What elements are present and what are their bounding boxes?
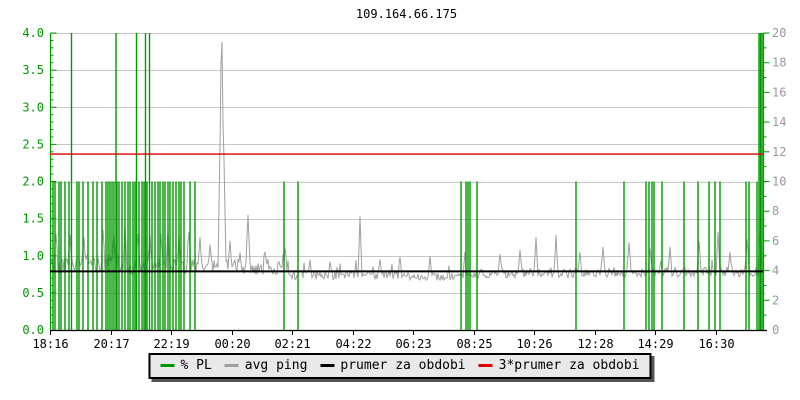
left-axis-label: 0.5 xyxy=(22,286,44,300)
left-axis-label: 3.5 xyxy=(22,63,44,77)
x-axis-label: 06:23 xyxy=(395,337,431,351)
left-axis-label: 1.0 xyxy=(22,249,44,263)
left-axis-label: 0.0 xyxy=(22,323,44,337)
x-axis-label: 12:28 xyxy=(577,337,613,351)
left-axis-label: 4.0 xyxy=(22,26,44,40)
avg-ping-line-swatch-icon xyxy=(224,364,239,367)
right-axis-label: 12 xyxy=(772,145,786,159)
x-axis-label: 10:26 xyxy=(516,337,552,351)
x-axis-label: 04:22 xyxy=(335,337,371,351)
x-axis-label: 16:30 xyxy=(698,337,734,351)
left-axis-label: 3.0 xyxy=(22,100,44,114)
pl-bars xyxy=(52,33,763,330)
x-axis-label: 00:20 xyxy=(214,337,250,351)
x-axis-label: 14:29 xyxy=(637,337,673,351)
right-axis-label: 6 xyxy=(772,234,779,248)
legend-label-avg-ping: avg ping xyxy=(244,358,308,373)
right-axis-label: 10 xyxy=(772,175,786,189)
legend-item-period-avg3: 3*prumer za obdobi xyxy=(478,358,640,373)
legend-label-period-avg3: 3*prumer za obdobi xyxy=(498,358,640,373)
right-axis-label: 0 xyxy=(772,323,779,337)
legend: % PL avg ping prumer za obdobi 3*prumer … xyxy=(148,353,652,379)
x-axis-label: 18:16 xyxy=(32,337,68,351)
left-axis-label: 2.0 xyxy=(22,175,44,189)
left-axis-label: 1.5 xyxy=(22,212,44,226)
period-avg3-line-swatch-icon xyxy=(478,364,493,367)
x-axis-label: 20:17 xyxy=(93,337,129,351)
left-axis-label: 2.5 xyxy=(22,137,44,151)
right-axis-label: 16 xyxy=(772,85,786,99)
right-axis-label: 14 xyxy=(772,115,786,129)
pl-line-swatch-icon xyxy=(160,364,175,367)
right-axis-label: 18 xyxy=(772,56,786,70)
legend-item-pl: % PL xyxy=(160,358,212,373)
x-axis-label: 08:25 xyxy=(456,337,492,351)
right-axis-label: 8 xyxy=(772,204,779,218)
chart-title: 109.164.66.175 xyxy=(355,7,458,21)
legend-item-period-avg: prumer za obdobi xyxy=(320,358,466,373)
x-axis-label: 02:21 xyxy=(274,337,310,351)
right-axis-label: 20 xyxy=(772,26,786,40)
period-avg-line-swatch-icon xyxy=(320,364,335,367)
legend-item-avg-ping: avg ping xyxy=(224,358,308,373)
left-axis: 4.0 3.5 3.0 2.5 2.0 1.5 1.0 0.5 0.0 xyxy=(22,26,57,337)
legend-label-pl: % PL xyxy=(180,358,212,373)
x-axis-label: 22:19 xyxy=(153,337,189,351)
right-axis-label: 2 xyxy=(772,293,779,307)
x-axis: 18:16 20:17 22:19 00:20 02:21 04:22 06:23 08:25… xyxy=(32,330,735,351)
right-axis-label: 4 xyxy=(772,264,779,278)
legend-label-period-avg: prumer za obdobi xyxy=(340,358,466,373)
